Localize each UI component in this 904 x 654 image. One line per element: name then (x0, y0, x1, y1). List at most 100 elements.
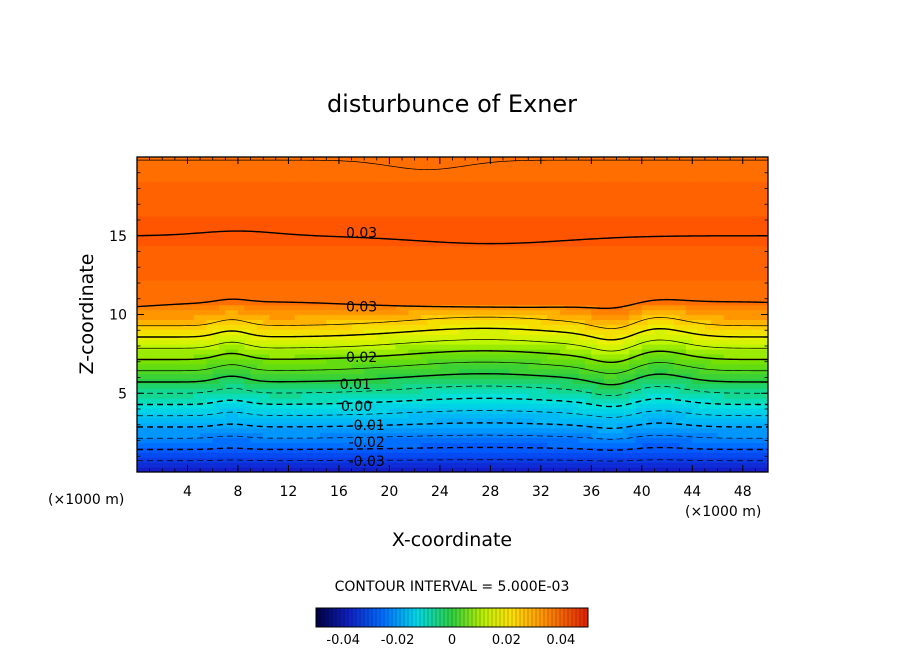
contour-fill-cell (452, 216, 460, 222)
contour-fill-cell (200, 157, 208, 163)
contour-fill-cell (357, 294, 365, 301)
contour-fill-cell (629, 457, 637, 463)
contour-fill-cell (294, 437, 302, 444)
contour-fill-cell (616, 245, 624, 252)
contour-fill-cell (547, 442, 555, 448)
contour-fill-cell (187, 452, 195, 458)
contour-fill-cell (137, 240, 144, 247)
contour-fill-cell (282, 240, 290, 247)
contour-fill-cell (237, 462, 245, 468)
contour-fill-cell (193, 417, 201, 424)
contour-fill-cell (559, 230, 567, 237)
contour-fill-cell (496, 437, 504, 444)
contour-fill-cell (212, 457, 220, 463)
contour-fill-cell (155, 270, 163, 276)
contour-fill-cell (326, 393, 334, 399)
contour-fill-cell (231, 280, 239, 286)
contour-fill-cell (338, 220, 346, 227)
contour-fill-cell (219, 324, 226, 330)
contour-fill-cell (502, 309, 510, 316)
contour-fill-cell (402, 467, 409, 472)
contour-fill-cell (420, 353, 428, 360)
contour-fill-cell (402, 265, 409, 271)
contour-fill-cell (591, 211, 599, 217)
contour-fill-cell (439, 265, 447, 271)
contour-fill-cell (212, 196, 220, 202)
contour-fill-cell (446, 225, 454, 232)
contour-fill-cell (193, 447, 201, 453)
contour-fill-cell (603, 383, 611, 389)
contour-fill-cell (225, 427, 233, 434)
contour-fill-cell (345, 304, 353, 311)
contour-fill-cell (319, 294, 327, 301)
contour-fill-cell (408, 270, 416, 276)
contour-fill-cell (345, 280, 353, 286)
contour-fill-cell (477, 255, 485, 261)
contour-fill-cell (256, 265, 264, 271)
contour-fill-cell (603, 289, 611, 296)
contour-fill-cell (275, 344, 283, 350)
contour-fill-cell (275, 201, 283, 207)
contour-fill-cell (256, 220, 264, 227)
contour-fill-cell (490, 211, 498, 217)
contour-fill-cell (313, 171, 321, 178)
contour-fill-cell (502, 324, 510, 330)
contour-fill-cell (345, 265, 353, 271)
contour-fill-cell (187, 250, 195, 257)
contour-fill-cell (200, 230, 208, 237)
contour-fill-cell (559, 186, 567, 193)
contour-fill-cell (477, 171, 485, 178)
contour-fill-cell (269, 388, 277, 394)
contour-fill-cell (187, 255, 195, 261)
contour-fill-cell (212, 225, 220, 232)
contour-fill-cell (559, 191, 567, 197)
contour-fill-cell (187, 383, 195, 389)
contour-fill-cell (383, 363, 390, 370)
contour-fill-cell (553, 344, 561, 350)
contour-fill-cell (553, 393, 561, 399)
contour-fill-cell (269, 393, 277, 399)
contour-fill-cell (528, 334, 536, 340)
contour-fill-cell (566, 289, 573, 296)
contour-fill-cell (187, 265, 195, 271)
contour-fill-cell (137, 196, 144, 202)
contour-fill-cell (528, 452, 536, 458)
contour-fill-cell (383, 225, 390, 232)
contour-fill-cell (458, 157, 466, 163)
contour-fill-cell (496, 363, 504, 370)
contour-fill-cell (200, 245, 208, 252)
contour-fill-cell (155, 216, 163, 222)
contour-fill-cell (181, 186, 189, 193)
contour-fill-cell (332, 398, 340, 404)
contour-fill-cell (446, 403, 454, 409)
contour-fill-cell (572, 225, 580, 232)
contour-fill-cell (162, 181, 170, 188)
contour-fill-cell (231, 196, 239, 202)
contour-fill-cell (225, 280, 233, 286)
contour-fill-cell (395, 309, 403, 316)
contour-fill-cell (319, 206, 327, 212)
contour-fill-cell (155, 467, 163, 472)
contour-fill-cell (307, 270, 315, 276)
contour-fill-cell (351, 171, 359, 178)
contour-fill-cell (326, 157, 334, 163)
contour-fill-cell (521, 442, 529, 448)
contour-fill-cell (301, 255, 308, 261)
contour-fill-cell (585, 398, 592, 404)
contour-fill-cell (572, 422, 580, 429)
contour-fill-cell (181, 299, 189, 306)
contour-fill-cell (433, 225, 441, 232)
contour-fill-cell (439, 432, 447, 439)
contour-fill-cell (458, 245, 466, 252)
contour-fill-cell (433, 181, 441, 188)
contour-fill-cell (376, 403, 384, 409)
contour-fill-cell (231, 442, 239, 448)
contour-fill-cell (345, 186, 353, 193)
contour-fill-cell (540, 294, 548, 301)
contour-fill-cell (326, 230, 334, 237)
contour-fill-cell (603, 467, 611, 472)
contour-fill-cell (326, 255, 334, 261)
contour-fill-cell (370, 191, 378, 197)
contour-fill-cell (496, 368, 504, 375)
contour-fill-cell (383, 304, 390, 311)
